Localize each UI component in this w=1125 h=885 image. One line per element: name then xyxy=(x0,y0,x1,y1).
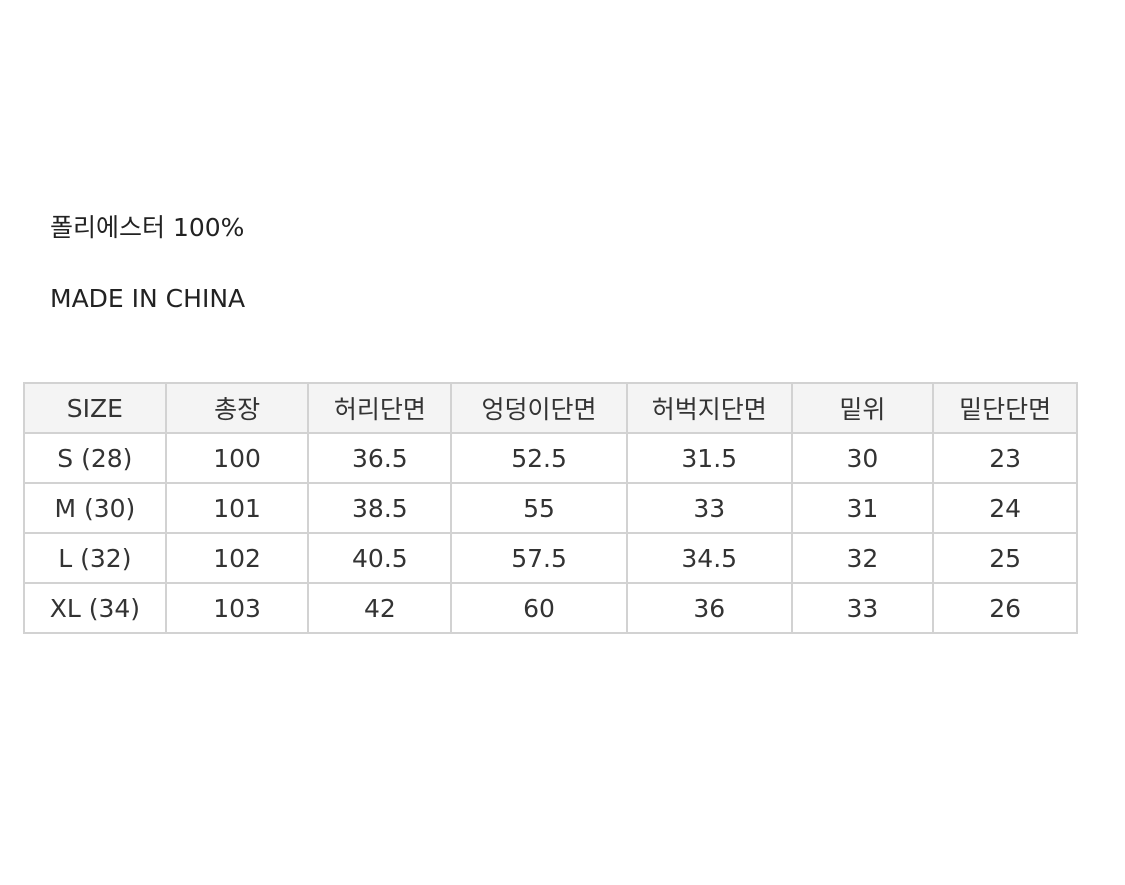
column-header: 엉덩이단면 xyxy=(450,382,628,434)
table-cell: 24 xyxy=(932,482,1078,534)
table-cell: 25 xyxy=(932,532,1078,584)
table-cell: 32 xyxy=(790,532,935,584)
table-cell: 33 xyxy=(625,482,793,534)
table-cell: S (28) xyxy=(23,432,167,484)
table-cell: 33 xyxy=(790,582,935,634)
table-cell: M (30) xyxy=(23,482,167,534)
table-row: L (32) 102 40.5 57.5 34.5 32 25 xyxy=(23,532,1078,584)
column-header: 총장 xyxy=(164,382,310,434)
table-cell: 42 xyxy=(307,582,453,634)
column-header: SIZE xyxy=(23,382,167,434)
column-header: 밑단단면 xyxy=(932,382,1078,434)
table-cell: 31.5 xyxy=(625,432,793,484)
table-cell: 40.5 xyxy=(307,532,453,584)
origin-text: MADE IN CHINA xyxy=(50,284,246,313)
table-cell: 36 xyxy=(625,582,793,634)
table-cell: 34.5 xyxy=(625,532,793,584)
column-header: 밑위 xyxy=(790,382,935,434)
table-row: S (28) 100 36.5 52.5 31.5 30 23 xyxy=(23,432,1078,484)
table-cell: XL (34) xyxy=(23,582,167,634)
table-header-row: SIZE 총장 허리단면 엉덩이단면 허벅지단면 밑위 밑단단면 xyxy=(23,382,1078,434)
table-cell: 30 xyxy=(790,432,935,484)
table-cell: 38.5 xyxy=(307,482,453,534)
column-header: 허리단면 xyxy=(307,382,453,434)
table-row: M (30) 101 38.5 55 33 31 24 xyxy=(23,482,1078,534)
table-cell: 23 xyxy=(932,432,1078,484)
table-cell: 31 xyxy=(790,482,935,534)
table-cell: 60 xyxy=(450,582,628,634)
table-cell: 102 xyxy=(164,532,310,584)
material-text: 폴리에스터 100% xyxy=(50,213,245,242)
table-row: XL (34) 103 42 60 36 33 26 xyxy=(23,582,1078,634)
table-cell: 101 xyxy=(164,482,310,534)
column-header: 허벅지단면 xyxy=(625,382,793,434)
table-cell: 26 xyxy=(932,582,1078,634)
size-table: SIZE 총장 허리단면 엉덩이단면 허벅지단면 밑위 밑단단면 S (28) 100 36.5… xyxy=(23,382,1078,634)
table-cell: 55 xyxy=(450,482,628,534)
table-cell: 36.5 xyxy=(307,432,453,484)
table-cell: 52.5 xyxy=(450,432,628,484)
table-cell: L (32) xyxy=(23,532,167,584)
table-cell: 100 xyxy=(164,432,310,484)
table-cell: 103 xyxy=(164,582,310,634)
table-cell: 57.5 xyxy=(450,532,628,584)
